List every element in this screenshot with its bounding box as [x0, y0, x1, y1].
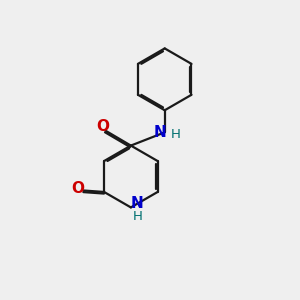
Text: O: O [72, 181, 85, 196]
Text: N: N [131, 196, 144, 211]
Text: O: O [96, 119, 110, 134]
Text: H: H [171, 128, 181, 141]
Text: H: H [132, 210, 142, 223]
Text: N: N [154, 125, 167, 140]
